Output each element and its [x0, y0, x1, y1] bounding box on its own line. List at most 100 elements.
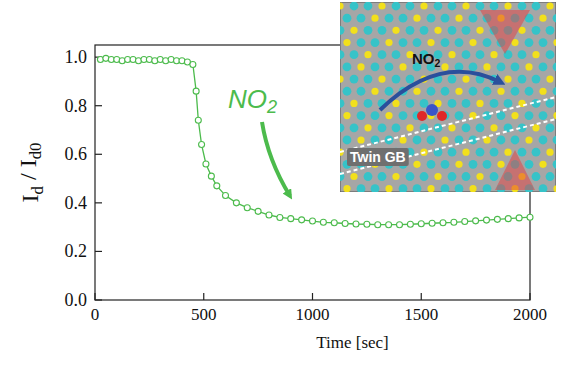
atom [462, 2, 469, 9]
atom [553, 136, 556, 145]
x-tick-label: 1000 [296, 305, 330, 324]
atom [483, 160, 492, 169]
atom [392, 75, 401, 84]
atom [378, 2, 385, 9]
atom [483, 63, 490, 70]
atom [546, 149, 553, 156]
data-point [429, 220, 435, 226]
atom [553, 185, 556, 192]
data-point [386, 222, 392, 228]
atom [490, 99, 499, 108]
atom [518, 50, 527, 59]
annotation-arrow [262, 122, 290, 196]
atom [392, 100, 399, 107]
atom [539, 38, 548, 47]
atom [406, 172, 415, 181]
atom [553, 112, 556, 119]
data-point [223, 193, 229, 199]
atom [413, 161, 420, 168]
data-point [527, 214, 533, 220]
data-point [505, 216, 511, 222]
atom [476, 27, 483, 34]
atom [462, 123, 471, 132]
atom [448, 124, 455, 131]
y-axis-title: Id / Id0 [15, 143, 47, 203]
data-point [195, 117, 201, 123]
atom [490, 51, 497, 58]
atom [441, 87, 450, 96]
atom [385, 39, 392, 46]
atom [448, 148, 457, 157]
data-point [208, 173, 214, 179]
data-point [244, 205, 250, 211]
atom [462, 149, 469, 156]
atom [511, 112, 518, 119]
molecule-atom [437, 111, 447, 121]
y-tick [95, 154, 102, 155]
atom [511, 87, 520, 96]
data-point [288, 216, 294, 222]
atom [525, 111, 534, 120]
data-point [266, 212, 272, 218]
data-point [214, 183, 220, 189]
atom [532, 148, 541, 157]
atom [364, 2, 373, 10]
data-point [353, 221, 359, 227]
atom [539, 63, 548, 72]
atom [427, 185, 434, 192]
y-tick-label: 0.2 [65, 241, 88, 261]
atom [469, 39, 476, 46]
y-tick [95, 105, 102, 106]
atom [497, 136, 506, 145]
atom [371, 111, 380, 120]
atom [546, 75, 553, 82]
atom [455, 38, 464, 47]
data-point [255, 208, 261, 214]
atom [490, 2, 499, 10]
atom [420, 2, 427, 9]
atom [546, 26, 555, 35]
atom [553, 87, 556, 96]
x-tick [421, 293, 422, 300]
atom [371, 184, 380, 192]
atom [406, 99, 415, 108]
atom [441, 38, 450, 47]
inset-arrow [380, 72, 500, 110]
atom [448, 99, 457, 108]
x-tick [94, 293, 95, 300]
atom [392, 123, 401, 132]
atom [406, 124, 413, 131]
atom [385, 87, 394, 96]
atom [399, 14, 408, 23]
atom [357, 184, 366, 192]
atom [469, 160, 478, 169]
atom [476, 148, 485, 157]
atom [420, 26, 429, 35]
atom [469, 63, 478, 72]
atom [455, 184, 464, 192]
x-tick-label: 500 [191, 305, 217, 324]
atom [539, 88, 546, 95]
atom [504, 149, 511, 156]
atom [343, 87, 352, 96]
data-point [199, 142, 205, 148]
atom [469, 87, 478, 96]
data-point [203, 161, 209, 167]
atom [448, 75, 457, 84]
x-tick-label: 0 [91, 305, 100, 324]
atom [504, 75, 511, 82]
atom [518, 148, 527, 157]
data-point [299, 217, 305, 223]
atom [441, 160, 450, 169]
atom [420, 172, 429, 181]
atom [343, 39, 350, 46]
atom [455, 161, 462, 168]
data-point [310, 218, 316, 224]
data-point [484, 217, 490, 223]
atom [413, 88, 420, 95]
atom [532, 75, 541, 84]
atom [340, 75, 344, 82]
atom [546, 172, 555, 181]
atom [448, 2, 457, 10]
atom [413, 184, 422, 192]
